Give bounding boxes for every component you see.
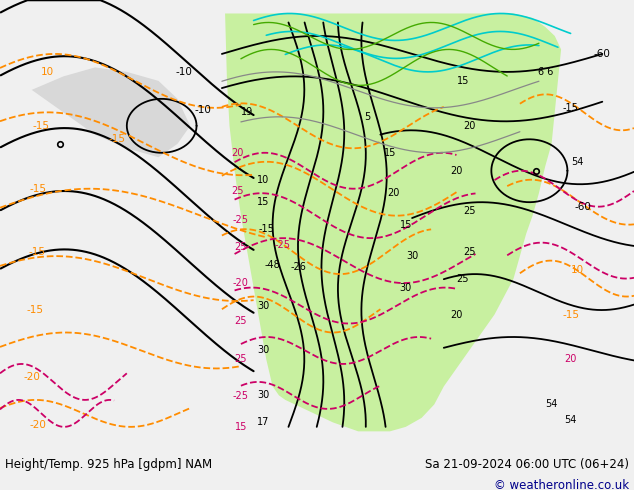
Text: -20: -20 [30, 419, 46, 430]
Text: 10: 10 [571, 265, 583, 274]
Text: © weatheronline.co.uk: © weatheronline.co.uk [494, 479, 629, 490]
Text: Sa 21-09-2024 06:00 UTC (06+24): Sa 21-09-2024 06:00 UTC (06+24) [425, 458, 629, 471]
Text: 25: 25 [463, 206, 476, 216]
Text: 6 6: 6 6 [538, 67, 553, 77]
Text: -15: -15 [562, 310, 579, 319]
Text: 20: 20 [387, 188, 399, 198]
Text: 10: 10 [257, 175, 269, 185]
Text: -25: -25 [274, 240, 290, 250]
Text: 20: 20 [463, 121, 476, 131]
Text: -25: -25 [233, 215, 249, 225]
Text: -10: -10 [176, 67, 192, 77]
Text: 19: 19 [241, 107, 254, 117]
Text: 15: 15 [235, 422, 247, 432]
Polygon shape [225, 14, 561, 431]
Text: 15: 15 [456, 76, 469, 86]
Text: -15: -15 [27, 305, 43, 315]
Polygon shape [32, 68, 190, 157]
Text: 30: 30 [257, 391, 269, 400]
Text: 20: 20 [231, 148, 244, 158]
Text: -26: -26 [290, 262, 306, 272]
Text: -20: -20 [23, 372, 40, 382]
Text: 30: 30 [406, 251, 418, 261]
Text: -15: -15 [29, 246, 45, 257]
Text: 25: 25 [235, 316, 247, 326]
Text: 20: 20 [564, 354, 577, 365]
Text: -15: -15 [562, 103, 579, 113]
Text: -10: -10 [195, 105, 211, 115]
Text: 30: 30 [257, 345, 269, 355]
Text: 25: 25 [235, 354, 247, 365]
Text: 25: 25 [456, 273, 469, 284]
Text: 54: 54 [571, 157, 583, 167]
Text: 30: 30 [257, 300, 269, 311]
Text: -48: -48 [265, 260, 280, 270]
Text: 10: 10 [41, 67, 54, 77]
Text: 30: 30 [399, 283, 412, 293]
Text: 20: 20 [450, 166, 463, 176]
Text: -25: -25 [233, 392, 249, 401]
Text: 17: 17 [257, 417, 269, 427]
Text: -60: -60 [594, 49, 611, 59]
Text: -15: -15 [33, 121, 49, 131]
Text: 54: 54 [545, 399, 558, 410]
Text: -20: -20 [233, 278, 249, 288]
Text: 15: 15 [257, 197, 269, 207]
Text: 25: 25 [231, 186, 244, 196]
Text: -60: -60 [575, 202, 592, 212]
Text: 25: 25 [235, 242, 247, 252]
Text: -15: -15 [30, 184, 46, 194]
Text: 25: 25 [463, 246, 476, 257]
Text: Height/Temp. 925 hPa [gdpm] NAM: Height/Temp. 925 hPa [gdpm] NAM [5, 458, 212, 471]
Text: 15: 15 [399, 220, 412, 230]
Text: 5: 5 [365, 112, 371, 122]
Text: 20: 20 [450, 310, 463, 319]
Text: -15: -15 [258, 224, 275, 234]
Text: 15: 15 [384, 148, 396, 158]
Text: 54: 54 [564, 415, 577, 425]
Text: -15: -15 [109, 134, 126, 144]
